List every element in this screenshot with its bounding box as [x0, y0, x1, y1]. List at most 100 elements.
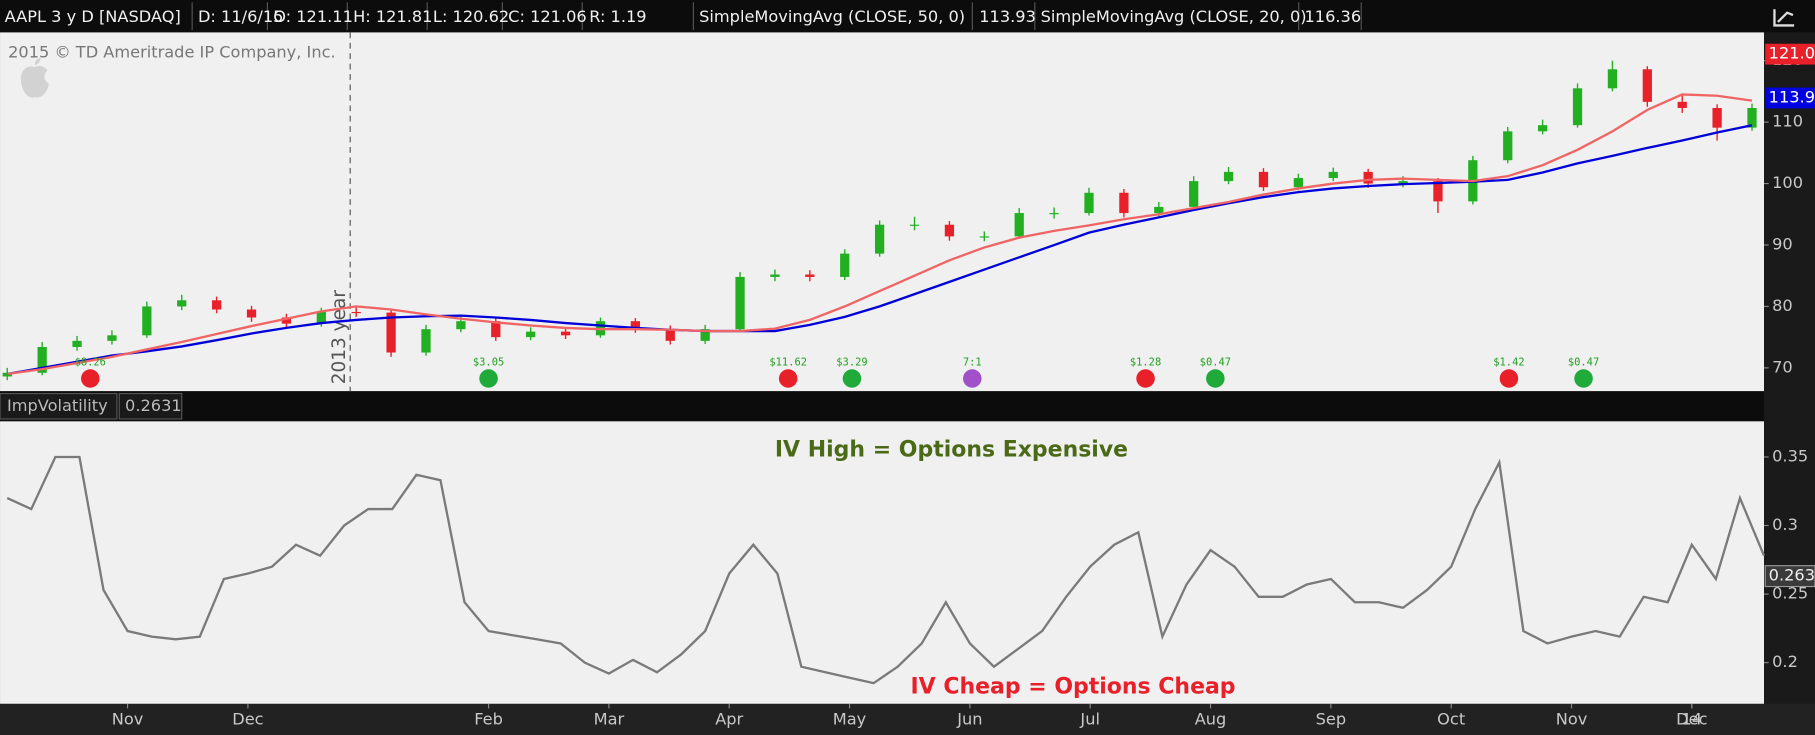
quote-open: O: 121.11: [273, 7, 353, 26]
event-label: $3.29: [836, 356, 867, 368]
y-tick-label: 100: [1772, 173, 1803, 192]
event-label: $3.05: [473, 356, 504, 368]
y-tick-label: 0.2: [1772, 652, 1798, 671]
candle-body: [1642, 69, 1652, 102]
study-name: SimpleMovingAvg (CLOSE, 20, 0): [1041, 7, 1307, 26]
candle-body: [1433, 181, 1443, 202]
candle-body: [107, 335, 117, 341]
candle-body: [1084, 192, 1094, 214]
candle-body: [177, 300, 187, 307]
x-tick-label: Jul: [1079, 709, 1100, 728]
candle-body: [665, 329, 675, 341]
y-tick-label: 0.3: [1772, 515, 1798, 534]
x-tick-label: Aug: [1195, 709, 1227, 728]
candle-body: [1363, 171, 1373, 184]
event-icon: [1206, 369, 1225, 388]
y-tick-label: 80: [1772, 296, 1793, 315]
candle-body: [560, 331, 571, 336]
quote-high: H: 121.81: [353, 7, 432, 26]
x-tick-label: Jun: [956, 709, 982, 728]
event-label: $0.47: [1200, 356, 1231, 368]
candle-body: [1049, 213, 1059, 215]
logo: [20, 57, 49, 98]
last-price-box: [1765, 43, 1815, 65]
event-icon: [1136, 369, 1155, 388]
x-tick-label: Sep: [1316, 709, 1347, 728]
candle-body: [351, 311, 361, 314]
x-tick-label: 14: [1682, 709, 1703, 728]
event-icon: [479, 369, 498, 388]
candle-body: [1119, 192, 1129, 214]
candle-body: [630, 321, 640, 330]
candle-body: [1258, 171, 1269, 188]
study-bar: [0, 391, 1765, 422]
candle-body: [944, 224, 955, 237]
event-icon: [81, 369, 100, 388]
drawing-icon[interactable]: [1773, 9, 1795, 27]
candle-body: [1503, 131, 1513, 161]
sma-line: [7, 93, 1753, 376]
event-icon: [1574, 369, 1593, 388]
candle-body: [386, 312, 396, 353]
candle-body: [72, 340, 82, 347]
candle-body: [316, 311, 326, 324]
study-name: SimpleMovingAvg (CLOSE, 50, 0): [699, 7, 965, 26]
candle-body: [37, 346, 47, 373]
candle-body: [1747, 107, 1757, 128]
y-tick-label: 110: [1772, 112, 1803, 131]
candle-body: [874, 224, 885, 254]
candle-body: [1189, 181, 1199, 207]
event-icon: [1499, 369, 1519, 388]
candle-body: [1712, 107, 1722, 128]
study-value: 0.2631: [125, 396, 182, 415]
symbol: AAPL 3 y D [NASDAQ]: [5, 7, 181, 26]
candle-body: [1572, 88, 1583, 126]
study-value: 113.93: [979, 7, 1036, 26]
year-label: 2013 year: [329, 290, 350, 385]
candle-body: [840, 253, 850, 277]
candle-body: [1328, 171, 1338, 179]
x-tick-label: May: [833, 709, 867, 728]
study-value-box: [118, 392, 183, 420]
candle-body: [979, 236, 989, 238]
annotation: IV Cheap = Options Cheap: [910, 675, 1235, 700]
candle-body: [909, 224, 920, 226]
price-panel: [0, 32, 1765, 392]
y-tick-label: 0.25: [1772, 584, 1808, 603]
candle-body: [1154, 206, 1164, 214]
event-icon: [963, 369, 982, 388]
x-tick-label: Mar: [594, 709, 625, 728]
x-tick-label: Apr: [715, 709, 743, 728]
x-tick-label: Oct: [1437, 709, 1465, 728]
watermark: 2015 © TD Ameritrade IP Company, Inc.: [8, 43, 336, 62]
candle-body: [281, 317, 292, 324]
study-title: ImpVolatility: [7, 396, 108, 415]
quote-date: D: 11/6/15: [198, 7, 283, 26]
study-title-box: [0, 392, 118, 420]
candle-body: [700, 329, 710, 341]
last-price-label: 113.9: [1769, 87, 1815, 106]
candle-body: [1538, 125, 1548, 132]
candle-body: [526, 331, 536, 338]
candle-body: [1607, 69, 1618, 89]
x-tick-label: Nov: [1556, 709, 1588, 728]
x-tick-label: Feb: [474, 709, 503, 728]
candle-body: [246, 309, 257, 318]
iv-line: [6, 455, 1766, 685]
candle-body: [770, 274, 780, 277]
iv-panel: [0, 421, 1765, 704]
quote-low: L: 120.62: [433, 7, 509, 26]
header-cells: [191, 2, 1362, 31]
candle-body: [1398, 181, 1408, 184]
x-tick-label: Nov: [112, 709, 144, 728]
candle-body: [2, 372, 12, 377]
candle-body: [1223, 171, 1234, 182]
toolbar-icon[interactable]: [1773, 9, 1795, 27]
event-icon: [778, 369, 798, 388]
event-label: $0.47: [1568, 356, 1599, 368]
header-bar: [0, 0, 1815, 33]
candle-body: [491, 321, 501, 338]
quote-range: R: 1.19: [589, 7, 646, 26]
